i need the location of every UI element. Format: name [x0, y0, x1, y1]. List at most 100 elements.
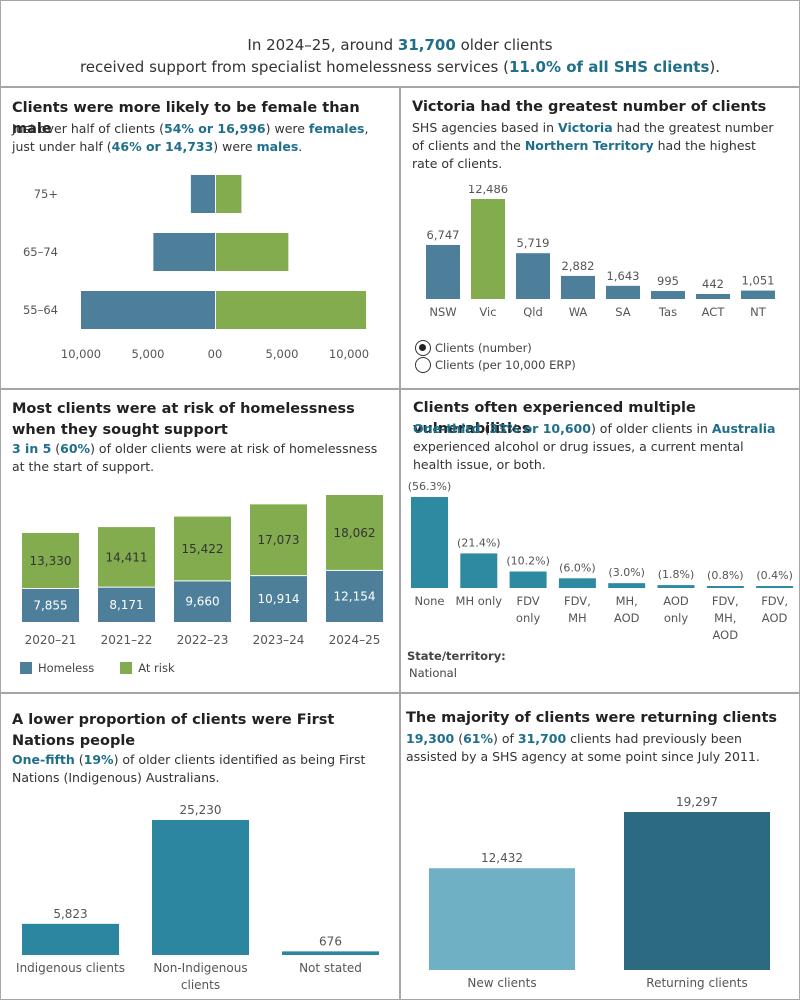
vulnerability-value-label: (3.0%) [608, 566, 645, 579]
homeless-swatch [20, 662, 32, 674]
state-bar [606, 285, 640, 299]
homeless-bar [22, 588, 79, 622]
vulnerability-category-label: MH, [616, 594, 638, 608]
state-filter-value[interactable]: National [409, 666, 457, 680]
returning-panel-subtitle: 19,300 (61%) of 31,700 clients had previ… [406, 731, 760, 764]
state-filter-label: State/territory: [407, 649, 506, 663]
vulnerability-category-label: only [664, 611, 689, 625]
vulnerability-category-label: FDV, [564, 594, 591, 608]
radio-clients-number[interactable]: Clients (number) [415, 340, 532, 356]
state-label: Qld [523, 305, 543, 319]
radio-unselected-icon [415, 357, 431, 373]
state-label: WA [569, 305, 588, 319]
vulnerability-bar [657, 585, 695, 588]
at-risk-bar [250, 504, 307, 576]
vulnerability-category-label: AOD [713, 628, 739, 642]
risk-legend: Homeless At risk [20, 661, 175, 675]
column-divider [399, 88, 401, 1000]
vulnerability-bar [756, 586, 794, 588]
vulnerability-category-label: FDV, [712, 594, 739, 608]
year-label: 2024–25 [329, 633, 381, 647]
vulnerability-value-label: (10.2%) [506, 555, 550, 568]
state-value-label: 1,643 [607, 269, 640, 283]
vulnerability-value-label: (1.8%) [658, 568, 695, 581]
radio-selected-icon [415, 340, 431, 356]
indigenous-chart: 5,823 Indigenous clients 25,230 Non-Indigen… [16, 803, 379, 992]
row-divider-1 [0, 388, 800, 390]
vulnerability-category-label: MH, [714, 611, 736, 625]
state-value-label: 442 [702, 277, 724, 291]
vulnerability-value-label: (56.3%) [408, 480, 452, 493]
vulnerability-category-label: MH [568, 611, 587, 625]
vulnerability-category-label: FDV, [761, 594, 788, 608]
states-panel-title: Victoria had the greatest number of clie… [412, 99, 767, 115]
female-bar [216, 233, 289, 271]
client-type-bar [624, 812, 770, 970]
x-tick-label: 0 [215, 347, 222, 361]
x-tick-label: 5,000 [132, 347, 165, 361]
sex-panel-subtitle: Just over half of clients (54% or 16,996… [12, 121, 369, 154]
vulnerability-category-label: MH only [456, 594, 503, 608]
homeless-value-label: 7,855 [33, 598, 67, 612]
at-risk-value-label: 14,411 [106, 550, 148, 564]
x-tick-label: 10,000 [61, 347, 101, 361]
at-risk-bar [174, 516, 231, 581]
state-label: Vic [479, 305, 496, 319]
at-risk-value-label: 17,073 [258, 533, 300, 547]
indigenous-category-label: Non-Indigenous [153, 961, 247, 975]
indig-panel-title: A lower proportion of clients were First… [12, 712, 335, 749]
homeless-bar [98, 587, 155, 622]
vulnerability-category-label: only [516, 611, 541, 625]
radio-clients-rate[interactable]: Clients (per 10,000 ERP) [415, 357, 576, 373]
vulnerability-value-label: (21.4%) [457, 536, 501, 549]
indigenous-value-label: 5,823 [53, 907, 87, 921]
client-type-label: Returning clients [646, 976, 747, 990]
vulnerability-category-label: AOD [762, 611, 788, 625]
vulnerability-bar [706, 586, 744, 588]
indigenous-bar [152, 820, 249, 955]
returning-chart: 12,432 New clients 19,297 Returning clients [429, 795, 770, 990]
state-bar [561, 275, 595, 299]
homeless-value-label: 8,171 [109, 598, 143, 612]
client-type-label: New clients [467, 976, 536, 990]
female-bar [216, 175, 242, 213]
homeless-value-label: 12,154 [334, 589, 376, 603]
vulnerability-category-label: AOD [614, 611, 640, 625]
returning-panel-title: The majority of clients were returning c… [406, 710, 778, 726]
homeless-bar [174, 581, 231, 622]
at-risk-value-label: 15,422 [182, 542, 224, 556]
homeless-bar [326, 570, 383, 622]
age-label: 65–74 [23, 245, 58, 259]
vulnerability-bar [509, 571, 547, 588]
risk-panel-title: Most clients were at risk of homelessnes… [12, 401, 355, 438]
x-tick-label: 10,000 [329, 347, 369, 361]
state-value-label: 2,882 [562, 259, 595, 273]
x-tick-label: 0 [208, 347, 215, 361]
state-bar [696, 294, 730, 299]
state-label: Tas [658, 305, 677, 319]
female-bar [216, 291, 367, 329]
at-risk-swatch [120, 662, 133, 674]
indigenous-value-label: 676 [319, 934, 342, 948]
indigenous-category-label: clients [181, 978, 220, 992]
vulnerabilities-chart: (56.3%) None (21.4%) MH only (10.2%) FDV only (… [408, 480, 794, 642]
row-divider-2 [0, 692, 800, 694]
legend-at-risk: At risk [138, 661, 175, 675]
male-bar [153, 233, 215, 271]
vulnerability-value-label: (0.4%) [756, 569, 793, 582]
radio-clients-number-label: Clients (number) [435, 341, 532, 355]
state-label: NT [750, 305, 767, 319]
indigenous-category-label: Indigenous clients [16, 961, 125, 975]
state-bar [471, 199, 505, 299]
indigenous-bar [22, 923, 119, 955]
vulnerability-bar [558, 578, 596, 588]
at-risk-value-label: 13,330 [30, 554, 72, 568]
male-bar [190, 175, 215, 213]
state-bar [516, 253, 550, 299]
vulnerability-category-label: FDV [517, 594, 540, 608]
risk-chart: 7,855 13,330 2020–21 8,171 14,411 2021–22 9,66… [22, 495, 383, 647]
vuln-panel-title: Clients often experienced multiple vulne… [413, 400, 696, 437]
homeless-value-label: 9,660 [185, 595, 219, 609]
year-label: 2021–22 [101, 633, 153, 647]
male-bar [81, 291, 215, 329]
